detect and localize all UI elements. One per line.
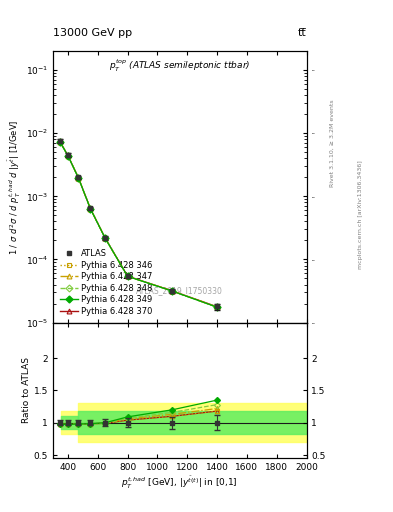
Text: $p_T^{top}$ (ATLAS semileptonic ttbar): $p_T^{top}$ (ATLAS semileptonic ttbar) [109,58,250,74]
Y-axis label: 1 / $\sigma$ $d^2\sigma$ / $d$ $p_T^{t,had}$ $d$ $|y^{\bar{t}}|$ [1/GeV]: 1 / $\sigma$ $d^2\sigma$ / $d$ $p_T^{t,h… [7,119,23,254]
Y-axis label: Ratio to ATLAS: Ratio to ATLAS [22,357,31,423]
Legend: ATLAS, Pythia 6.428 346, Pythia 6.428 347, Pythia 6.428 348, Pythia 6.428 349, P: ATLAS, Pythia 6.428 346, Pythia 6.428 34… [57,247,155,318]
Text: ATLAS_2019_I1750330: ATLAS_2019_I1750330 [136,286,223,295]
X-axis label: $p_T^{t,had}$ [GeV], $|y^{\bar{t}(t)}|$ in [0,1]: $p_T^{t,had}$ [GeV], $|y^{\bar{t}(t)}|$ … [121,475,238,491]
Text: 13000 GeV pp: 13000 GeV pp [53,28,132,38]
Text: mcplots.cern.ch [arXiv:1306.3436]: mcplots.cern.ch [arXiv:1306.3436] [358,161,363,269]
Text: Rivet 3.1.10, ≥ 3.2M events: Rivet 3.1.10, ≥ 3.2M events [330,99,335,187]
Text: tt̅: tt̅ [298,28,307,38]
